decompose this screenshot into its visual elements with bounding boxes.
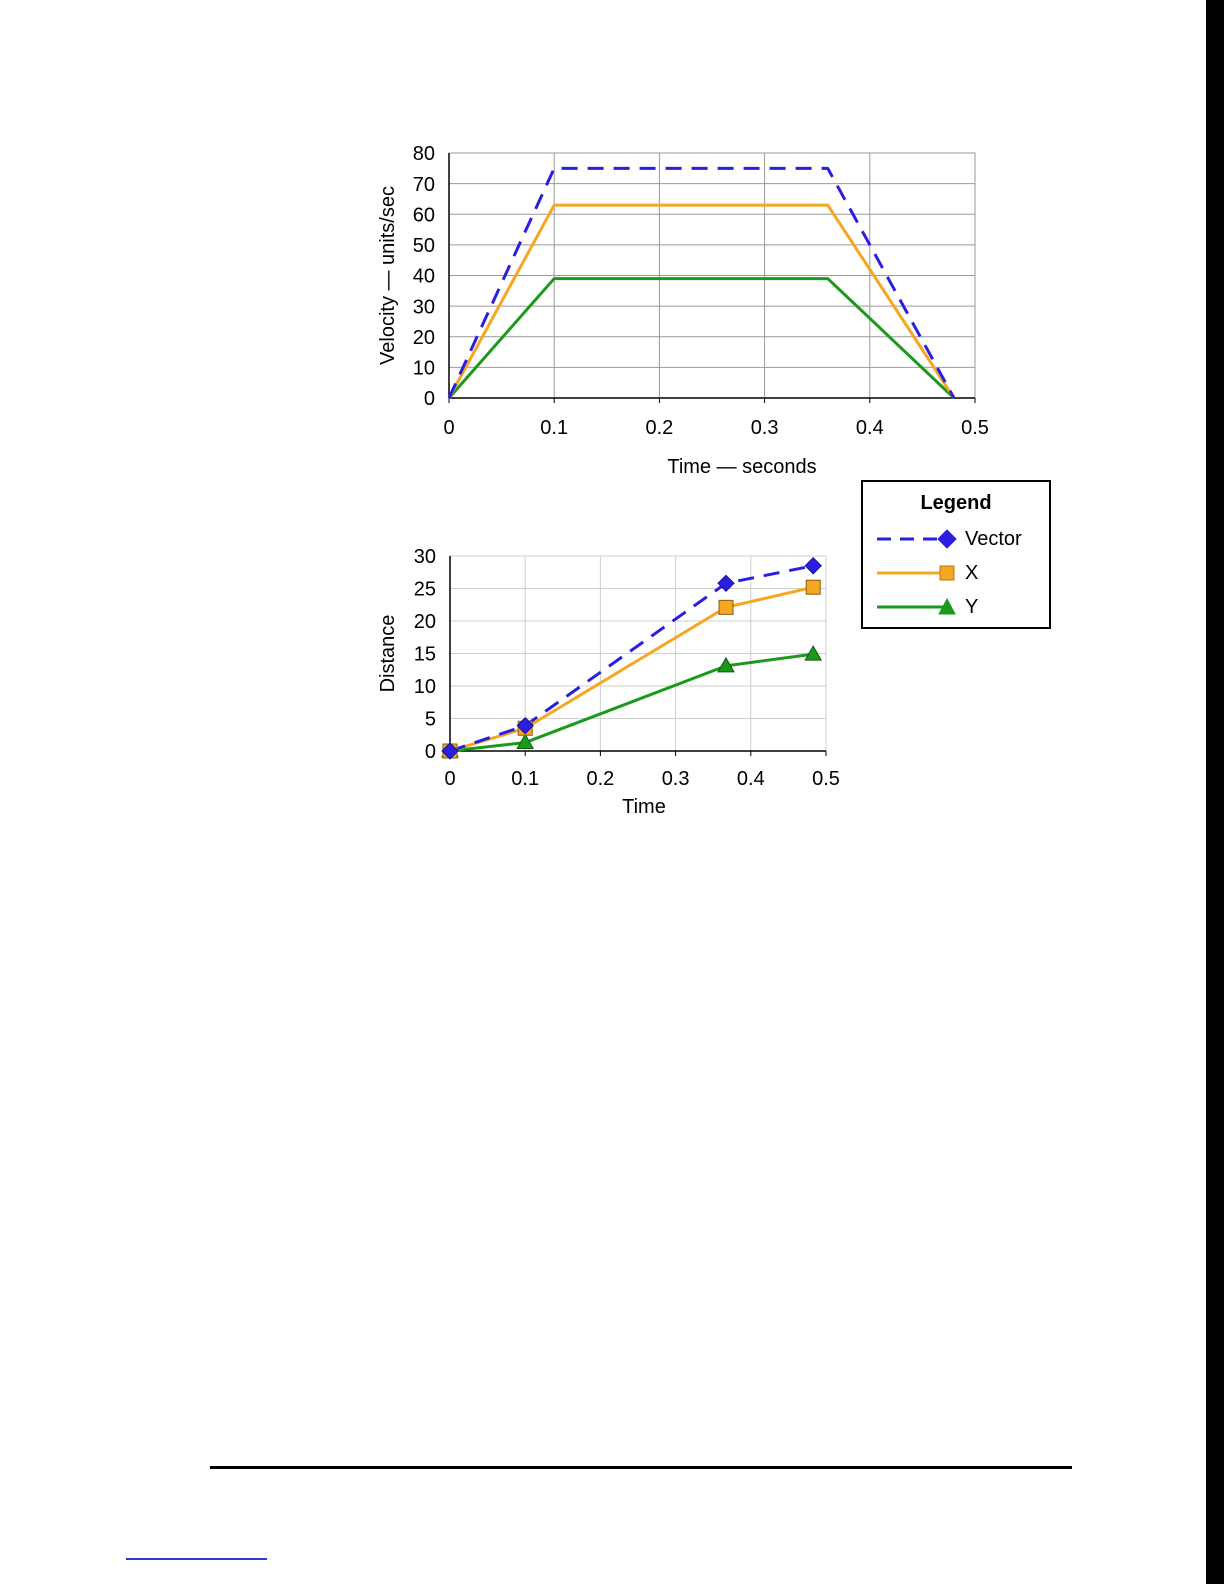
legend-label-vector: Vector <box>965 528 1022 550</box>
y-tick-label: 25 <box>414 579 436 601</box>
y-tick-label: 70 <box>413 174 435 196</box>
legend-swatch-vector <box>877 529 957 549</box>
legend-item-vector: Vector <box>873 524 1045 554</box>
distance-chart: 0 5 10 15 20 25 30 0 0.1 0.2 0.3 0.4 0.5 Time Distance <box>377 546 840 818</box>
data-point-x <box>805 579 821 595</box>
legend-item-y: Y <box>873 592 1045 622</box>
series-line-y <box>449 652 814 753</box>
x-tick-label: 0.5 <box>961 417 989 439</box>
x-tick-label: 0.1 <box>511 768 539 790</box>
y-tick-label: 40 <box>413 266 435 288</box>
series-line-vector <box>447 166 956 399</box>
x-tick-label: 0.1 <box>540 417 568 439</box>
x-tick-label: 0.5 <box>812 768 840 790</box>
data-point-y <box>804 645 823 661</box>
y-tick-label: 10 <box>413 358 435 380</box>
x-tick-label: 0.3 <box>751 417 779 439</box>
data-point-y <box>717 656 735 673</box>
y-axis-label: Velocity — units/sec <box>377 186 399 365</box>
y-tick-label: 60 <box>413 204 435 226</box>
y-tick-label: 0 <box>425 741 436 763</box>
y-tick-label: 30 <box>413 296 435 318</box>
x-tick-label: 0 <box>443 417 454 439</box>
square-marker-icon <box>939 565 955 581</box>
triangle-marker-icon <box>938 597 956 615</box>
x-tick-label: 0.4 <box>737 768 765 790</box>
data-point-vector <box>441 742 459 760</box>
legend-label-x: X <box>965 562 979 584</box>
y-tick-label: 0 <box>424 388 435 410</box>
y-tick-label: 30 <box>414 546 436 568</box>
data-point-vector <box>717 574 735 593</box>
data-point-vector <box>804 557 822 575</box>
y-tick-label: 20 <box>414 611 436 633</box>
page-edge-bar <box>1206 0 1224 1584</box>
y-tick-label: 80 <box>413 143 435 165</box>
legend-title: Legend <box>920 492 992 514</box>
legend-swatch-x <box>877 565 955 581</box>
diamond-marker-icon <box>937 529 957 549</box>
footer-rule <box>210 1466 1072 1469</box>
legend-swatch-y <box>877 597 956 615</box>
y-tick-label: 50 <box>413 235 435 257</box>
velocity-chart: 0 10 20 30 40 50 60 70 80 0 0.1 0.2 0.3 0.4 0.5 Time — … <box>377 143 989 478</box>
x-axis-label: Time <box>622 796 666 818</box>
data-point-y <box>516 733 535 750</box>
x-tick-label: 0.2 <box>586 768 614 790</box>
y-axis-label: Distance <box>377 615 399 693</box>
series-line-x <box>447 203 956 399</box>
y-tick-label: 5 <box>425 709 436 731</box>
x-axis-label: Time — seconds <box>667 456 816 478</box>
x-tick-label: 0.3 <box>662 768 690 790</box>
legend-item-x: X <box>873 558 1045 588</box>
x-tick-label: 0.4 <box>856 417 884 439</box>
legend-label-y: Y <box>965 596 979 618</box>
data-point-x <box>718 599 734 615</box>
series-line-vector <box>449 564 814 753</box>
y-tick-label: 15 <box>414 644 436 666</box>
data-point-vector <box>516 716 534 735</box>
x-tick-label: 0.2 <box>645 417 673 439</box>
y-tick-label: 20 <box>413 327 435 349</box>
series-line-y <box>447 277 955 400</box>
legend-box: Legend Vector X Y <box>861 480 1051 629</box>
footnote-link-underline <box>126 1558 267 1560</box>
y-tick-label: 10 <box>414 676 436 698</box>
x-tick-label: 0 <box>444 768 455 790</box>
